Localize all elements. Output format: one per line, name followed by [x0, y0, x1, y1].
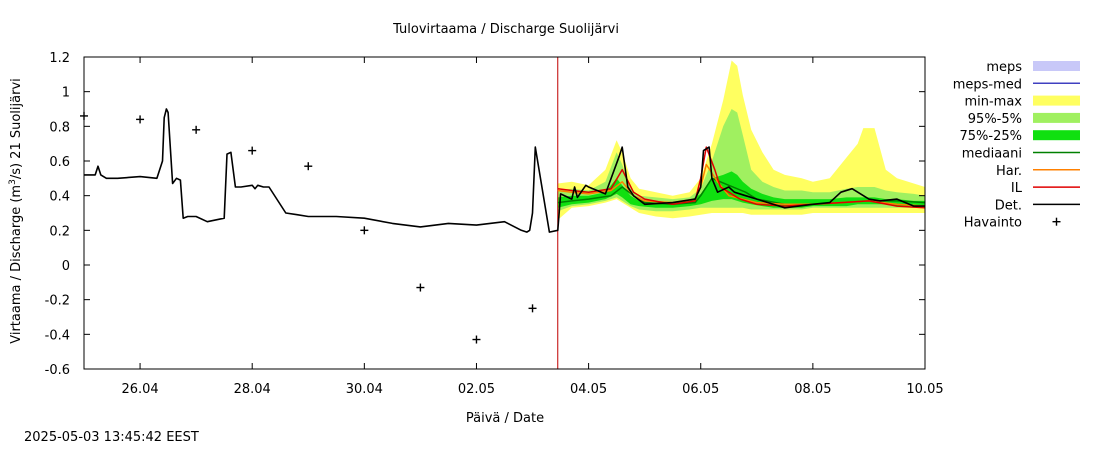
y-tick-label: 1.2 [49, 51, 70, 66]
legend-label: Det. [995, 198, 1022, 213]
legend-label: 75%-25% [960, 129, 1022, 144]
legend-label: Havainto [964, 216, 1022, 231]
y-tick-label: 0.4 [49, 190, 70, 205]
y-tick-label: 0.2 [49, 224, 70, 239]
legend-swatch [1033, 130, 1080, 140]
legend-entry-det: Det. [995, 198, 1080, 213]
y-tick-label: 0.8 [49, 120, 70, 135]
legend-entry-har: Har. [996, 164, 1080, 179]
axes: -0.6 -0.4 -0.2 0 0.2 0.4 0.6 0.8 1 1.2 26.04 28.04 3… [45, 51, 944, 397]
x-tick-label: 06.05 [682, 382, 719, 397]
timestamp: 2025-05-03 13:45:42 EEST [24, 430, 199, 445]
observation-point [248, 147, 256, 155]
chart-title: Tulovirtaama / Discharge Suolijärvi [392, 22, 619, 37]
y-tick-label: 0.6 [49, 155, 70, 170]
discharge-chart: Tulovirtaama / Discharge Suolijärvi -0.6… [0, 0, 1100, 450]
x-tick-label: 02.05 [458, 382, 495, 397]
y-tick-label: -0.4 [45, 328, 70, 343]
legend-label: meps [986, 60, 1022, 75]
legend-entry-75-25: 75%-25% [960, 129, 1080, 144]
y-axis-label-tail: /s) 21 Suolijärvi [9, 78, 24, 179]
x-tick-label: 30.04 [346, 382, 383, 397]
x-tick-label: 08.05 [794, 382, 831, 397]
observation-point [529, 304, 537, 312]
legend-swatch [1033, 113, 1080, 123]
observation-point [304, 162, 312, 170]
plot-inner [84, 57, 925, 369]
legend-swatch [1033, 96, 1080, 106]
legend: meps meps-med min-max 95%-5% 75%-25% mediaani… [953, 60, 1080, 231]
x-tick-label: 26.04 [121, 382, 158, 397]
y-tick-label: -0.6 [45, 363, 70, 378]
legend-label: min-max [964, 95, 1022, 110]
x-axis-label: Päivä / Date [466, 411, 544, 426]
y-axis-label: Virtaama / Discharge (m3/s) 21 Suolijärv… [8, 78, 24, 344]
x-tick-label: 10.05 [906, 382, 943, 397]
x-tick-label: 28.04 [234, 382, 271, 397]
legend-label: meps-med [953, 77, 1022, 92]
y-tick-label: 0 [62, 259, 70, 274]
legend-entry-havainto: Havainto [964, 216, 1061, 231]
legend-entry-mediaani: mediaani [962, 147, 1080, 162]
legend-entry-il: IL [1011, 181, 1080, 196]
plot-area [80, 57, 925, 369]
legend-entry-meps-med: meps-med [953, 77, 1080, 92]
y-axis-label-main: Virtaama / Discharge (m [9, 185, 24, 344]
observation-point [136, 115, 144, 123]
legend-swatch [1033, 61, 1080, 71]
y-tick-label: 1 [62, 86, 70, 101]
observation-point [192, 126, 200, 134]
legend-label: Har. [996, 164, 1022, 179]
legend-entry-95-5: 95%-5% [968, 112, 1080, 127]
observation-point [472, 336, 480, 344]
observation-point [360, 226, 368, 234]
legend-entry-min-max: min-max [964, 95, 1080, 110]
legend-label: 95%-5% [968, 112, 1022, 127]
x-tick-label: 04.05 [570, 382, 607, 397]
legend-label: mediaani [962, 147, 1022, 162]
legend-entry-meps: meps [986, 60, 1080, 75]
y-tick-label: -0.2 [45, 294, 70, 309]
legend-label: IL [1011, 181, 1023, 196]
observation-point [416, 284, 424, 292]
